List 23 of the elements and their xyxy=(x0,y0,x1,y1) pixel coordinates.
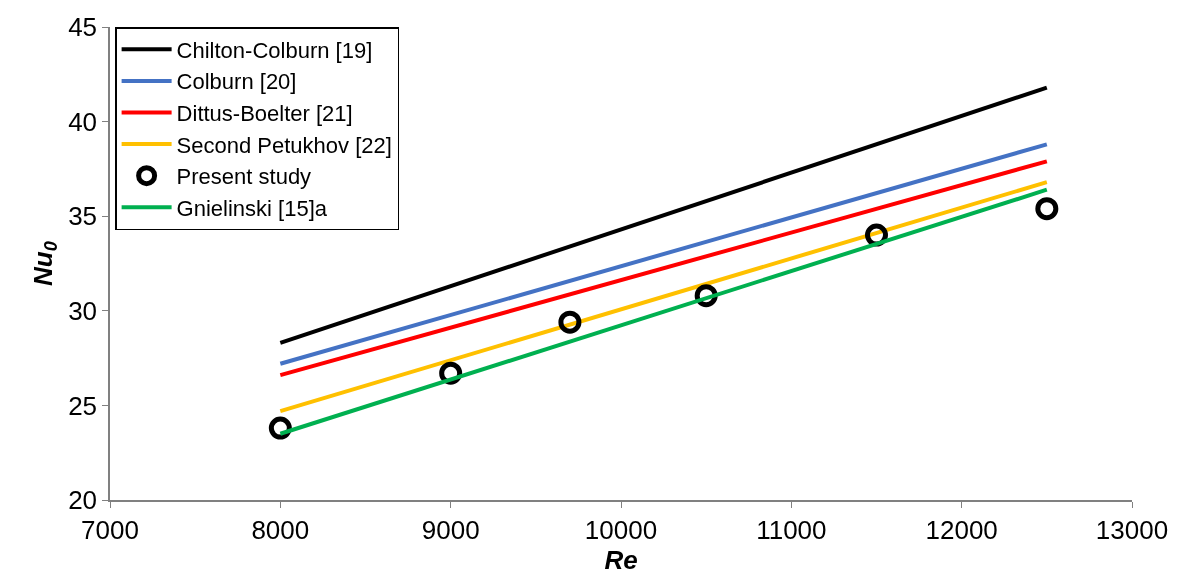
legend-label: Present study xyxy=(176,164,312,190)
y-tick-label: 35 xyxy=(68,201,98,232)
y-tick-label: 20 xyxy=(68,485,98,516)
legend-label: Colburn [20] xyxy=(176,69,297,95)
y-tick-label: 40 xyxy=(68,106,98,137)
x-tick-label: 11000 xyxy=(756,514,827,545)
legend-label: Gnielinski [15]a xyxy=(176,195,328,221)
point xyxy=(1035,197,1059,221)
x-tick-label: 8000 xyxy=(251,514,310,545)
y-tick-label: 45 xyxy=(68,12,98,43)
y-tick-label: 25 xyxy=(68,390,98,421)
x-tick-label: 13000 xyxy=(1095,514,1169,545)
x-tick-label: 10000 xyxy=(584,514,658,545)
y-tick-label: 30 xyxy=(68,295,98,326)
point xyxy=(268,416,292,440)
legend-label: Dittus-Boelter [21] xyxy=(176,101,353,127)
legend-label: Chilton-Colburn [19] xyxy=(176,37,373,63)
x-tick-label: 7000 xyxy=(81,514,139,545)
x-tick-label: 9000 xyxy=(421,514,480,545)
point xyxy=(558,310,582,334)
x-axis-title: Re xyxy=(604,544,638,575)
legend-label: Second Petukhov [22] xyxy=(176,132,392,158)
x-tick-label: 12000 xyxy=(925,514,998,545)
